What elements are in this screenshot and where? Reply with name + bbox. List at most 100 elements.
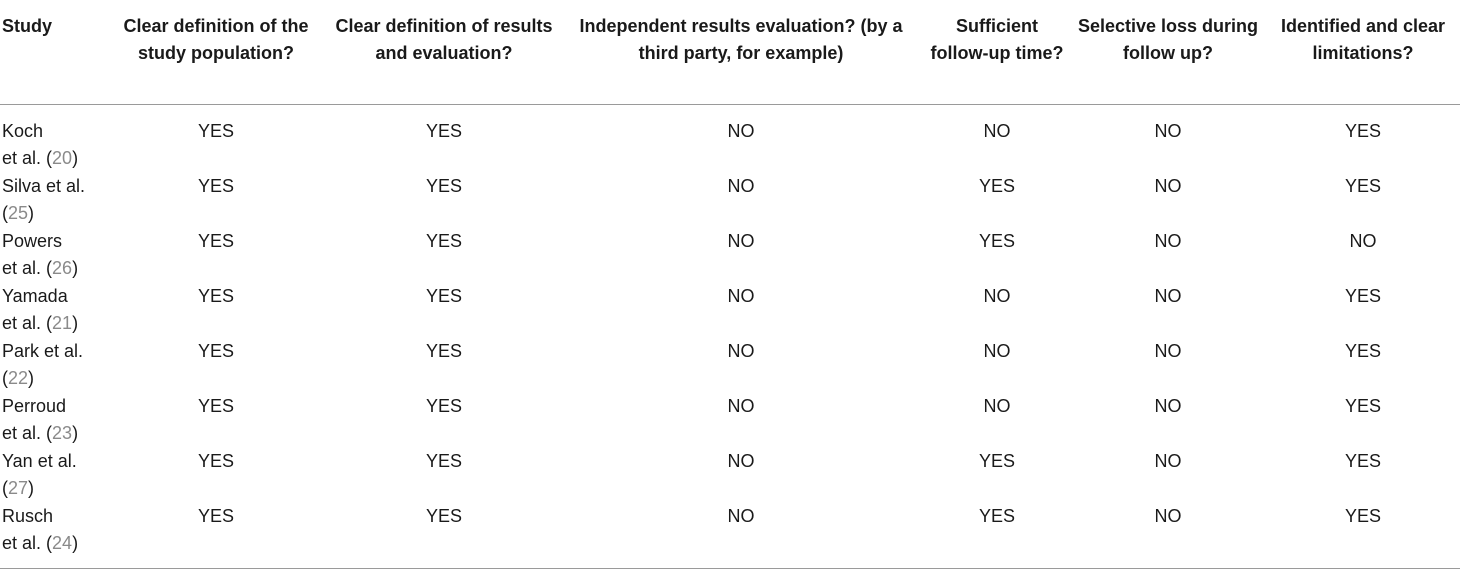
- assessment-cell: NO: [727, 341, 755, 361]
- table-row: Yan et al. (27) YES YES NO YES NO YES: [0, 448, 1460, 503]
- study-citation-prefix: et al. (: [2, 423, 53, 443]
- study-cell: Powers et al. (26): [0, 228, 102, 283]
- column-header-study: Study: [0, 0, 102, 105]
- assessment-cell: YES: [978, 231, 1016, 251]
- table-body: Koch et al. (20) YES YES NO NO NO YES Silva et a…: [0, 105, 1460, 569]
- study-name: Koch: [2, 121, 44, 141]
- study-name: Yan et al.: [2, 451, 77, 471]
- study-cell: Silva et al. (25): [0, 173, 102, 228]
- column-header-population: Clear definition of the study population…: [102, 0, 330, 105]
- study-cell: Koch et al. (20): [0, 105, 102, 174]
- assessment-cell: YES: [425, 176, 463, 196]
- assessment-cell: YES: [425, 341, 463, 361]
- assessment-cell: NO: [727, 286, 755, 306]
- table-row: Yamada et al. (21) YES YES NO NO NO YES: [0, 283, 1460, 338]
- assessment-cell: YES: [1344, 451, 1382, 471]
- assessment-cell: YES: [197, 451, 235, 471]
- assessment-cell: YES: [425, 286, 463, 306]
- reference-link[interactable]: 24: [52, 533, 73, 553]
- assessment-cell: YES: [197, 341, 235, 361]
- assessment-cell: NO: [1070, 503, 1266, 569]
- assessment-cell: NO: [1154, 231, 1182, 251]
- assessment-cell: YES: [330, 503, 558, 569]
- assessment-cell: NO: [1154, 451, 1182, 471]
- study-citation-prefix: et al. (: [2, 313, 53, 333]
- study-citation-suffix: ): [72, 533, 79, 553]
- assessment-cell: NO: [727, 451, 755, 471]
- assessment-cell: NO: [1154, 176, 1182, 196]
- study-name: Yamada: [2, 286, 68, 306]
- reference-link[interactable]: 22: [8, 368, 29, 388]
- table-header: Study Clear definition of the study popu…: [0, 0, 1460, 105]
- study-citation-suffix: ): [28, 203, 35, 223]
- assessment-cell: YES: [197, 176, 235, 196]
- assessment-cell: NO: [983, 121, 1011, 141]
- table-row: Park et al. (22) YES YES NO NO NO YES: [0, 338, 1460, 393]
- assessment-cell: NO: [1349, 231, 1377, 251]
- reference-link[interactable]: 25: [8, 203, 29, 223]
- assessment-cell: NO: [1154, 121, 1182, 141]
- assessment-cell: NO: [1154, 396, 1182, 416]
- reference-link[interactable]: 27: [8, 478, 29, 498]
- study-citation-prefix: (: [2, 203, 8, 223]
- assessment-cell: YES: [1344, 396, 1382, 416]
- study-name: Rusch: [2, 506, 54, 526]
- study-name: Perroud: [2, 396, 67, 416]
- reference-link[interactable]: 21: [52, 313, 73, 333]
- column-header-selective-loss: Selective loss during follow up?: [1070, 0, 1266, 105]
- study-citation-suffix: ): [72, 148, 79, 168]
- reference-link[interactable]: 20: [52, 148, 73, 168]
- study-cell: Yamada et al. (21): [0, 283, 102, 338]
- reference-link[interactable]: 23: [52, 423, 73, 443]
- assessment-cell: NO: [983, 396, 1011, 416]
- study-citation-suffix: ): [72, 313, 79, 333]
- study-citation-prefix: et al. (: [2, 258, 53, 278]
- study-citation-suffix: ): [72, 258, 79, 278]
- reference-link[interactable]: 26: [52, 258, 73, 278]
- assessment-cell: NO: [983, 341, 1011, 361]
- assessment-cell: YES: [425, 231, 463, 251]
- study-cell: Perroud et al. (23): [0, 393, 102, 448]
- study-citation-suffix: ): [72, 423, 79, 443]
- study-citation-suffix: ): [28, 478, 35, 498]
- assessment-cell: NO: [727, 121, 755, 141]
- assessment-cell: NO: [727, 231, 755, 251]
- study-name: Silva et al.: [2, 176, 86, 196]
- column-header-follow-up-time: Sufficient follow-up time?: [924, 0, 1070, 105]
- assessment-cell: YES: [1344, 176, 1382, 196]
- study-citation-prefix: et al. (: [2, 533, 53, 553]
- study-cell: Yan et al. (27): [0, 448, 102, 503]
- assessment-cell: NO: [983, 286, 1011, 306]
- assessment-cell: YES: [1266, 503, 1460, 569]
- assessment-cell: YES: [102, 503, 330, 569]
- assessment-cell: YES: [425, 121, 463, 141]
- assessment-cell: NO: [727, 176, 755, 196]
- assessment-cell: YES: [197, 396, 235, 416]
- study-citation-prefix: (: [2, 478, 8, 498]
- table-row: Perroud et al. (23) YES YES NO NO NO YES: [0, 393, 1460, 448]
- assessment-cell: YES: [197, 231, 235, 251]
- study-name: Powers: [2, 231, 63, 251]
- assessment-cell: YES: [978, 451, 1016, 471]
- assessment-cell: YES: [1344, 341, 1382, 361]
- column-header-independent-evaluation: Independent results evaluation? (by a th…: [558, 0, 924, 105]
- assessment-cell: YES: [1344, 286, 1382, 306]
- table-row: Koch et al. (20) YES YES NO NO NO YES: [0, 105, 1460, 174]
- assessment-cell: YES: [197, 121, 235, 141]
- study-citation-prefix: (: [2, 368, 8, 388]
- study-cell: Park et al. (22): [0, 338, 102, 393]
- assessment-cell: YES: [978, 176, 1016, 196]
- table-row: Rusch et al. (24) YES YES NO YES NO YES: [0, 503, 1460, 569]
- assessment-cell: NO: [727, 396, 755, 416]
- study-name: Park et al.: [2, 341, 84, 361]
- assessment-cell: YES: [1344, 121, 1382, 141]
- column-header-limitations: Identified and clear limitations?: [1266, 0, 1460, 105]
- study-citation-suffix: ): [28, 368, 35, 388]
- table-row: Powers et al. (26) YES YES NO YES NO NO: [0, 228, 1460, 283]
- study-cell: Rusch et al. (24): [0, 503, 102, 569]
- assessment-cell: NO: [1154, 341, 1182, 361]
- header-row: Study Clear definition of the study popu…: [0, 0, 1460, 105]
- column-header-results-definition: Clear definition of results and evaluati…: [330, 0, 558, 105]
- table-row: Silva et al. (25) YES YES NO YES NO YES: [0, 173, 1460, 228]
